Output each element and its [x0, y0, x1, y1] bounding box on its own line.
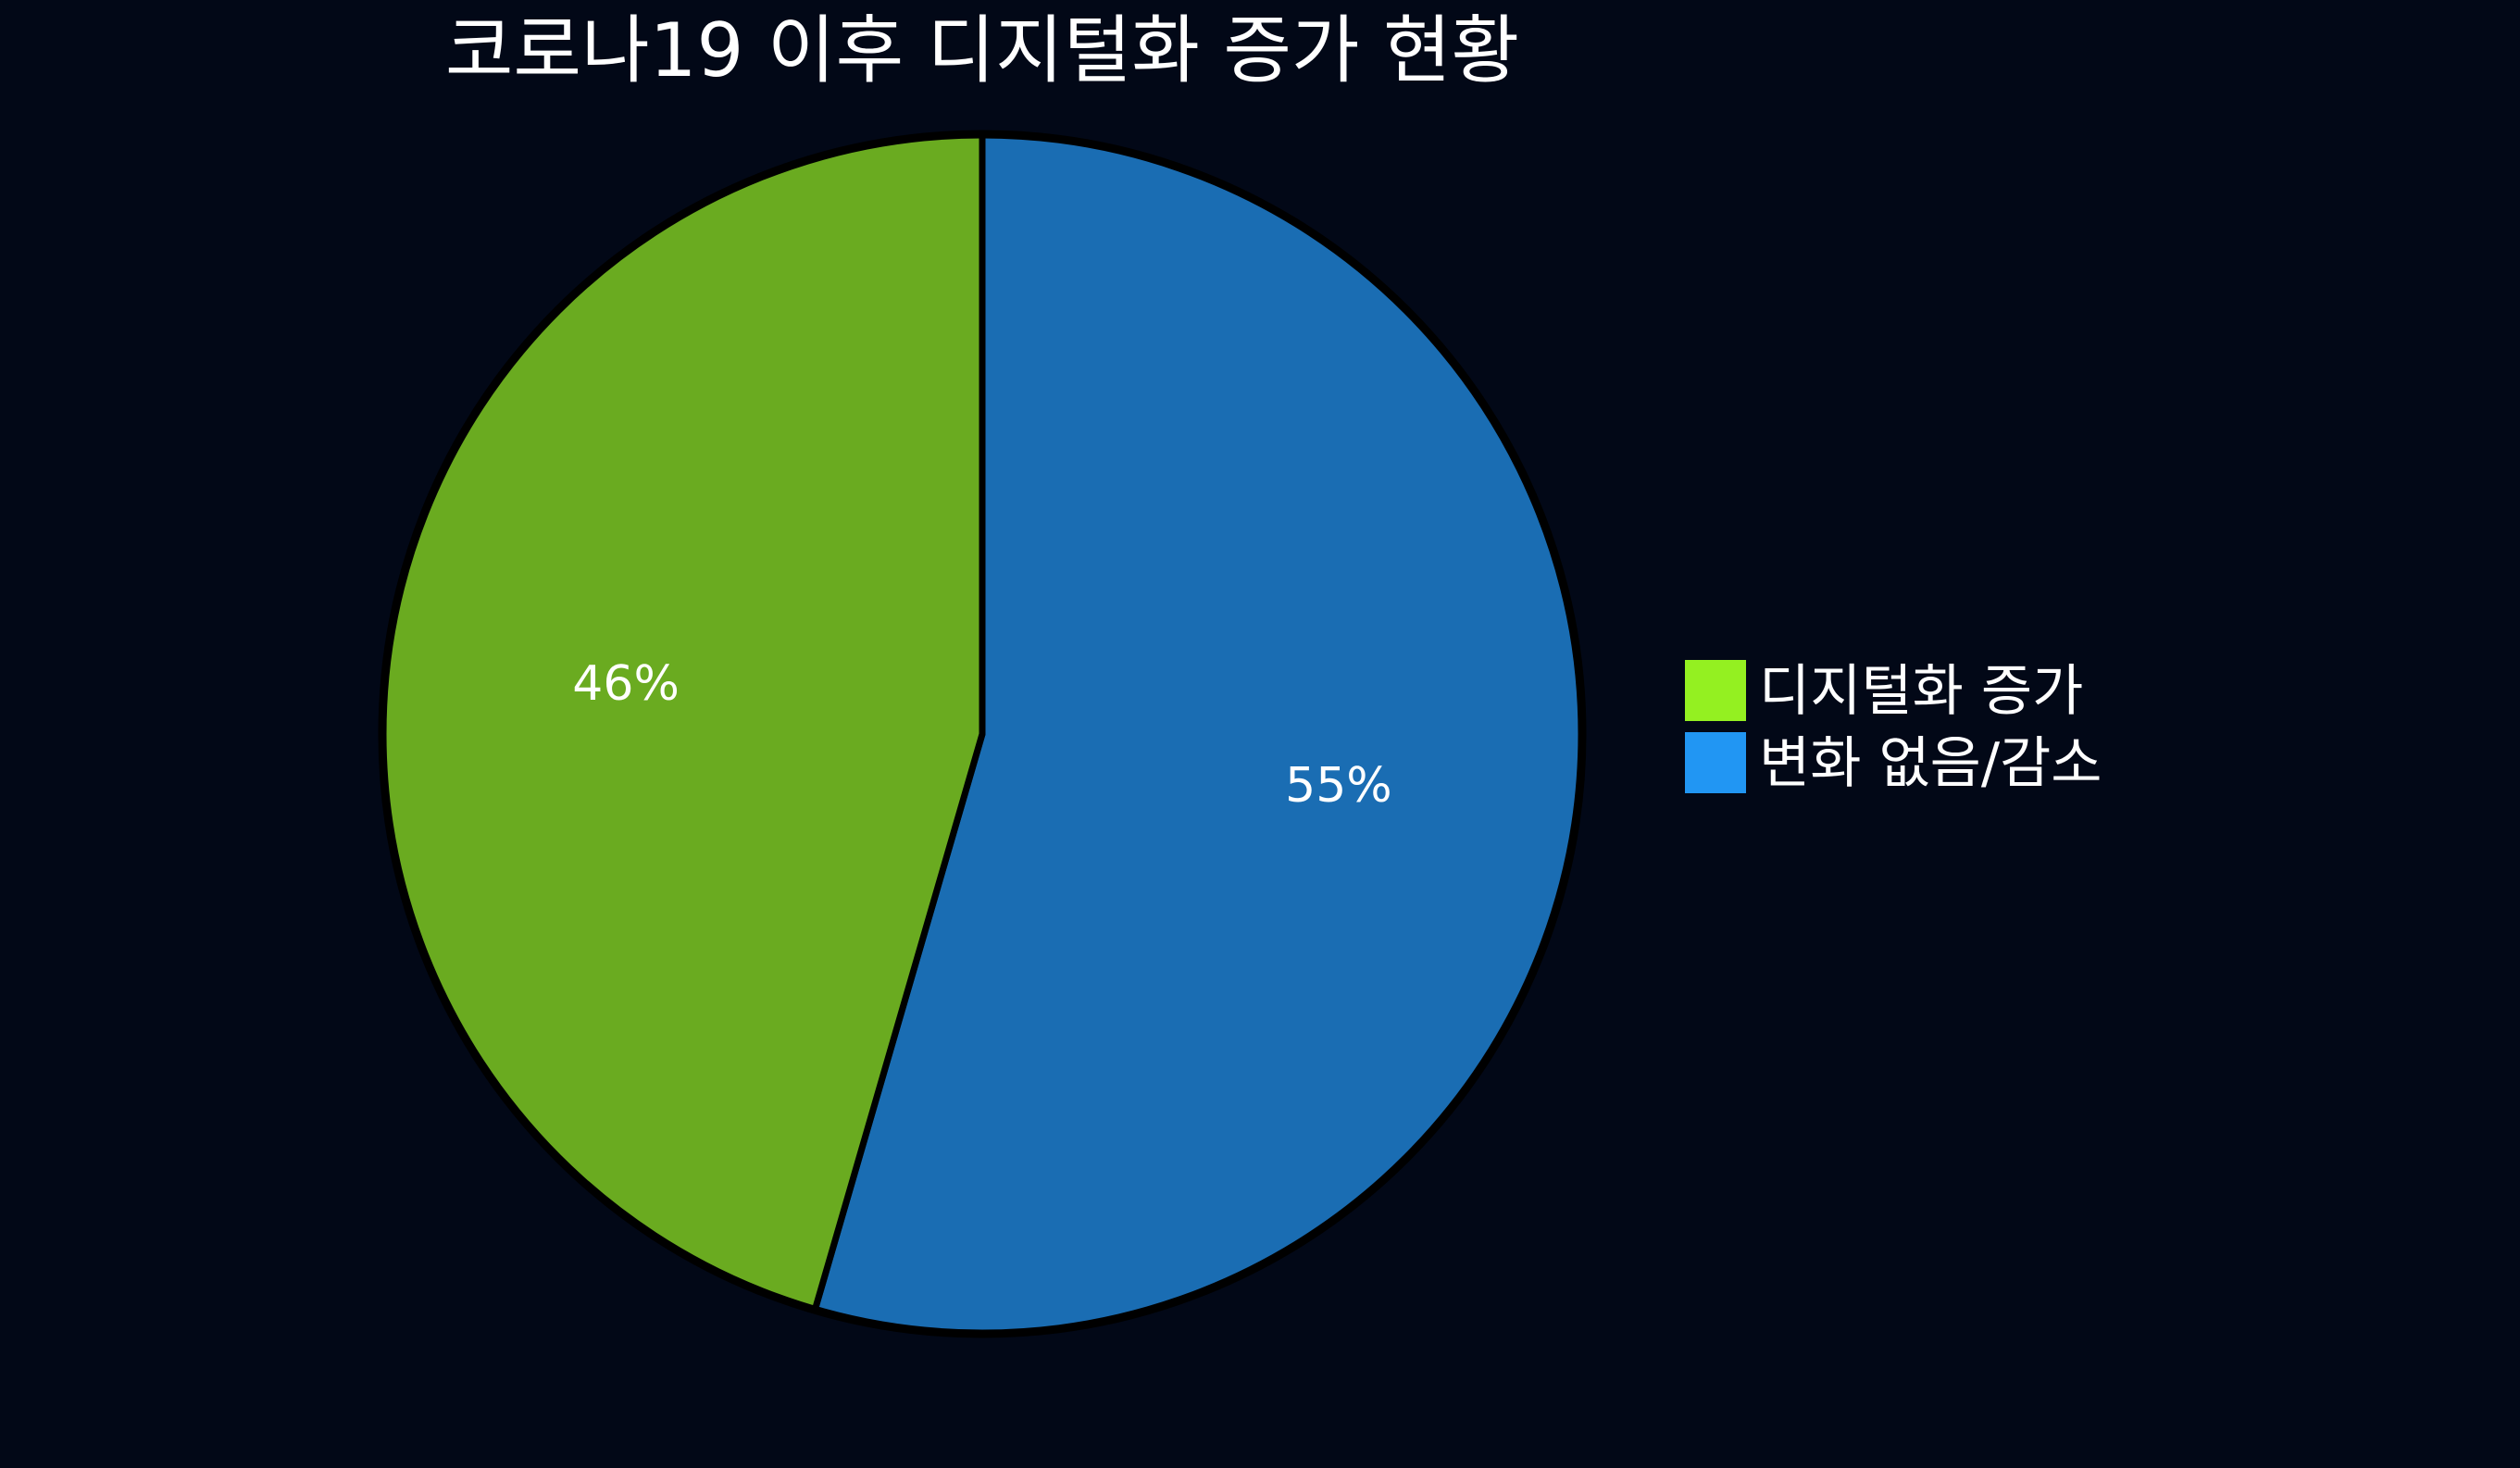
- pie-slices: [378, 130, 1587, 1338]
- slice-percent-label: 46%: [572, 656, 680, 712]
- legend-label: 변화 없음/감소: [1759, 731, 2102, 796]
- legend-swatch: [1685, 660, 1746, 721]
- chart-title: 코로나19 이후 디지털화 증가 현황: [445, 7, 1519, 93]
- slice-percent-label: 55%: [1285, 758, 1392, 814]
- legend-label: 디지털화 증가: [1759, 659, 2083, 724]
- slice-labels: 55% 46%: [572, 656, 1391, 814]
- pie-outline: [378, 130, 1587, 1338]
- legend-swatch: [1685, 732, 1746, 793]
